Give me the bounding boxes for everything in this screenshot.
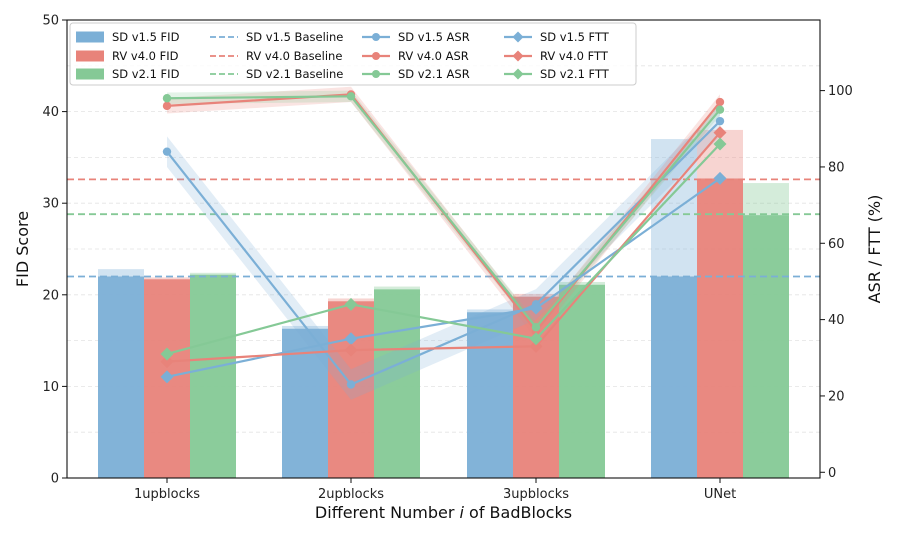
line-sd-v2-1-ftt xyxy=(166,143,721,356)
y-tick-label: 50 xyxy=(42,14,59,29)
legend: SD v1.5 FID RV v4.0 FID SD v2.1 FID SD v1.5… xyxy=(69,22,637,86)
legend-label: RV v4.0 Baseline xyxy=(246,49,342,63)
legend-label: SD v2.1 FTT xyxy=(540,67,610,81)
legend-label: SD v2.1 FID xyxy=(112,67,180,81)
line-rv-v4-0-ftt xyxy=(166,131,721,363)
legend-label: SD v1.5 FID xyxy=(112,30,180,44)
legend-label: SD v1.5 Baseline xyxy=(246,30,343,44)
legend-marker-sd-v2-1-ftt xyxy=(512,68,524,80)
y-tick-label: 20 xyxy=(42,288,59,303)
legend-marker-rv-v4-0-ftt xyxy=(512,50,524,62)
point-sd-v2-1-asr-1 xyxy=(346,92,356,101)
point-sd-v2-1-ftt-0 xyxy=(160,347,174,361)
x-tick-label: 2upblocks xyxy=(318,487,384,502)
point-rv-v4-0-ftt-1 xyxy=(344,343,358,357)
point-sd-v2-1-ftt-3 xyxy=(713,137,727,151)
legend-box xyxy=(69,22,637,86)
bar-sd-v2-1-2 xyxy=(559,284,605,478)
x-axis-title-part: i xyxy=(459,503,464,522)
line-sd-v2-1-asr xyxy=(166,95,721,329)
bar-sd-v2-1-3 xyxy=(743,215,789,478)
bar-range-sd-v2-1-0 xyxy=(190,272,236,275)
legend-label: RV v4.0 FID xyxy=(112,49,179,63)
legend-marker-rv-v4-0-asr xyxy=(372,52,380,60)
legend-label: RV v4.0 FTT xyxy=(540,49,609,63)
legend-label: RV v4.0 ASR xyxy=(398,49,469,63)
point-rv-v4-0-ftt-0 xyxy=(160,355,174,369)
bar-rv-v4-0-3 xyxy=(697,178,743,478)
bar-sd-v1-5-3 xyxy=(651,276,697,478)
bar-rv-v4-0-1 xyxy=(328,301,374,478)
point-rv-v4-0-asr-0 xyxy=(162,101,172,111)
y-axis-title: FID Score xyxy=(13,211,32,287)
bar-range-sd-v1-5-0 xyxy=(98,269,144,277)
point-sd-v2-1-asr-0 xyxy=(162,94,172,103)
point-rv-v4-0-asr-3 xyxy=(715,97,725,107)
point-sd-v1-5-asr-3 xyxy=(715,116,725,126)
bar-range-rv-v4-0-2 xyxy=(513,293,559,297)
point-rv-v4-0-ftt-3 xyxy=(713,126,727,140)
bar-range-rv-v4-0-0 xyxy=(144,277,190,280)
x-axis-title-part: Different Number xyxy=(315,503,460,522)
legend-label: SD v2.1 Baseline xyxy=(246,67,343,81)
point-sd-v1-5-asr-0 xyxy=(162,147,172,156)
bar-sd-v1-5-0 xyxy=(98,276,144,478)
legend-marker-sd-v1-5-ftt xyxy=(512,31,524,43)
series-lines xyxy=(160,90,727,389)
legend-marker-sd-v1-5-asr xyxy=(372,33,380,41)
point-sd-v2-1-ftt-2 xyxy=(529,332,543,346)
y2-tick-label: 60 xyxy=(828,237,845,252)
y2-tick-label: 40 xyxy=(828,313,845,328)
x-tick-label: 1upblocks xyxy=(134,487,200,502)
legend-swatch-sd-v2-1-fid xyxy=(76,68,104,80)
bar-sd-v2-1-0 xyxy=(190,274,236,478)
bar-range-sd-v1-5-2 xyxy=(467,309,513,313)
legend-marker-sd-v2-1-asr xyxy=(372,70,380,78)
bar-sd-v2-1-1 xyxy=(374,289,420,478)
point-sd-v1-5-ftt-1 xyxy=(344,332,358,346)
point-rv-v4-0-ftt-2 xyxy=(529,339,543,353)
x-tick-label: UNet xyxy=(704,487,736,502)
bar-sd-v1-5-2 xyxy=(467,312,513,478)
legend-label: SD v1.5 FTT xyxy=(540,30,610,44)
point-sd-v1-5-ftt-2 xyxy=(529,301,543,315)
y2-tick-label: 0 xyxy=(828,466,836,481)
y-tick-label: 40 xyxy=(42,105,59,120)
legend-swatch-rv-v4-0-fid xyxy=(76,50,104,62)
x-axis-title-part: of BadBlocks xyxy=(464,503,572,522)
point-sd-v2-1-ftt-1 xyxy=(344,297,358,311)
y-tick-label: 0 xyxy=(51,472,59,487)
bars xyxy=(98,129,789,478)
line-sd-v1-5-asr xyxy=(166,120,721,386)
legend-swatch-sd-v1-5-fid xyxy=(76,31,104,43)
y-tick-label: 10 xyxy=(42,380,59,395)
x-tick-label: 3upblocks xyxy=(503,487,569,502)
y2-axis-title: ASR / FTT (%) xyxy=(865,195,884,304)
line-sd-v1-5-ftt xyxy=(166,177,721,378)
y-tick-label: 30 xyxy=(42,197,59,212)
y2-tick-label: 80 xyxy=(828,160,845,175)
y2-tick-label: 100 xyxy=(828,84,853,99)
legend-label: SD v2.1 ASR xyxy=(398,67,470,81)
point-sd-v1-5-ftt-3 xyxy=(713,171,727,185)
point-sd-v1-5-ftt-0 xyxy=(160,370,174,384)
x-axis-title: Different Number i of BadBlocks xyxy=(315,503,572,522)
legend-label: SD v1.5 ASR xyxy=(398,30,470,44)
y2-tick-label: 20 xyxy=(828,389,845,404)
axes: 0 10 20 30 40 50 0 20 40 60 80 100 1upblocks 2upblock… xyxy=(13,14,884,523)
point-sd-v2-1-asr-2 xyxy=(531,323,541,332)
bar-range-sd-v2-1-3 xyxy=(743,183,789,216)
point-sd-v2-1-asr-3 xyxy=(715,105,725,114)
plot-frame xyxy=(66,19,821,479)
bar-range-sd-v2-1-2 xyxy=(559,281,605,285)
bar-range-sd-v2-1-1 xyxy=(374,286,420,290)
point-sd-v1-5-asr-1 xyxy=(346,380,356,389)
